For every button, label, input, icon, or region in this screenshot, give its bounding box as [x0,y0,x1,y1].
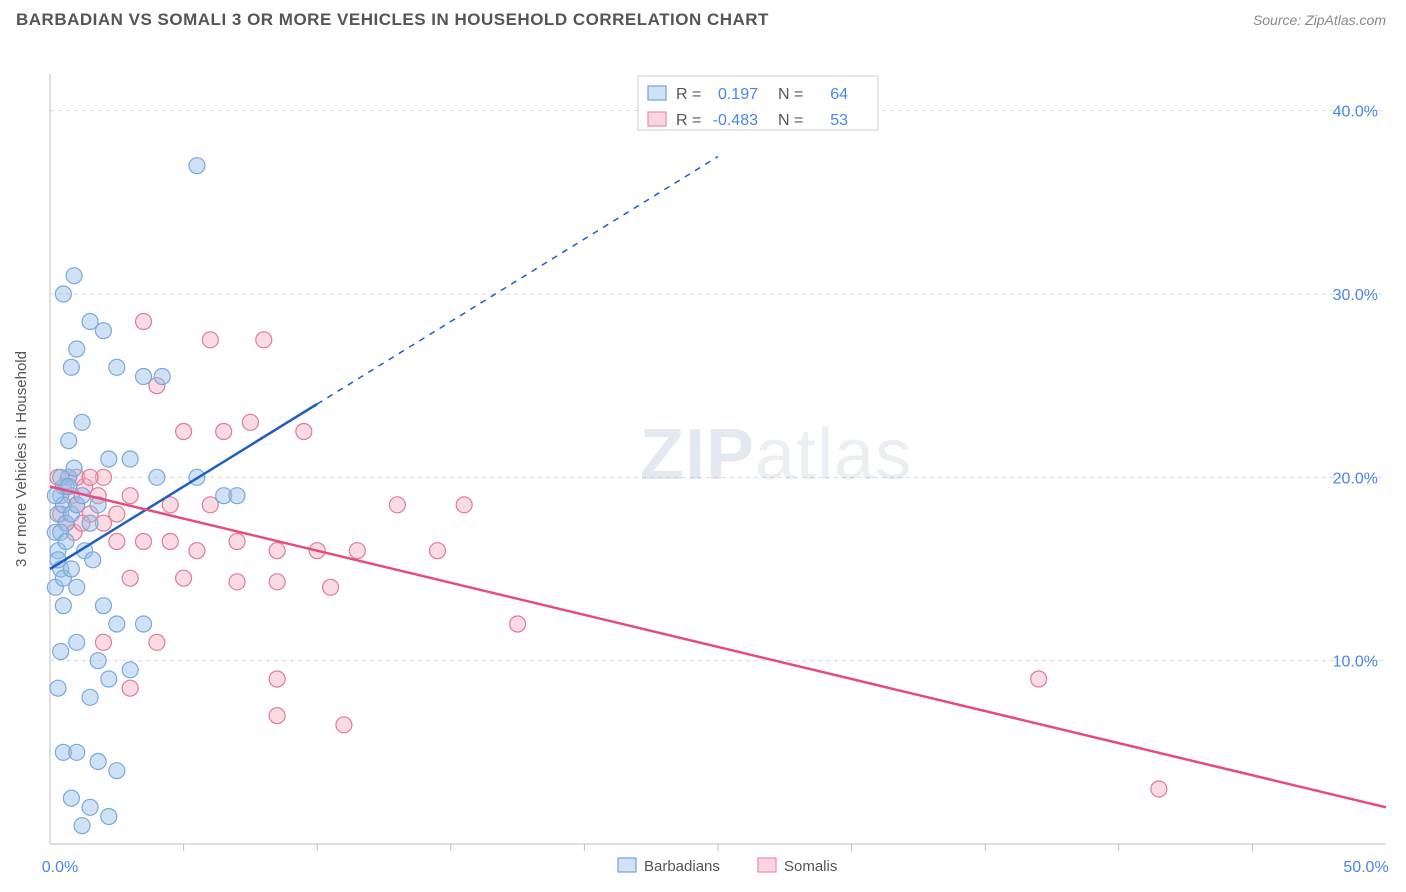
barbadian-point [122,451,138,467]
svg-text:0.197: 0.197 [718,86,758,103]
somali-point [176,424,192,440]
somali-point [389,497,405,513]
somali-point [269,574,285,590]
svg-text:R =: R = [676,86,701,103]
svg-text:0.0%: 0.0% [42,859,78,876]
barbadian-point [63,790,79,806]
svg-text:N =: N = [778,86,803,103]
somali-point [323,579,339,595]
barbadian-point [66,268,82,284]
svg-text:30.0%: 30.0% [1333,287,1378,304]
somali-point [1031,671,1047,687]
barbadian-point [229,488,245,504]
svg-text:53: 53 [830,112,848,129]
somali-point [189,543,205,559]
chart-title: BARBADIAN VS SOMALI 3 OR MORE VEHICLES I… [16,10,769,30]
barbadian-point [63,561,79,577]
barbadian-point [109,616,125,632]
barbadian-point [58,534,74,550]
somali-point [136,314,152,330]
barbadian-point [95,323,111,339]
svg-text:64: 64 [830,86,848,103]
svg-text:10.0%: 10.0% [1333,654,1378,671]
somali-point [122,488,138,504]
somali-point [269,543,285,559]
svg-text:20.0%: 20.0% [1333,470,1378,487]
somali-point [95,634,111,650]
barbadian-point [61,433,77,449]
somali-point [176,570,192,586]
somali-point [269,708,285,724]
barbadian-point [101,671,117,687]
somali-point [109,534,125,550]
barbadian-point [82,689,98,705]
somali-point [122,570,138,586]
barbadian-point [66,460,82,476]
somali-point [349,543,365,559]
somali-point [429,543,445,559]
barbadian-point [90,754,106,770]
barbadian-point [85,552,101,568]
somali-point [136,534,152,550]
svg-text:Barbadians: Barbadians [644,858,720,875]
somali-point [336,717,352,733]
chart-container: 10.0% 20.0% 30.0% 40.0% 0.0% 50.0% 3 or more V… [0,34,1406,884]
somali-point [1151,781,1167,797]
svg-text:40.0%: 40.0% [1333,104,1378,121]
barbadian-point [74,818,90,834]
svg-text:N =: N = [778,112,803,129]
barbadian-point [90,653,106,669]
barbadian-point [69,744,85,760]
legend-swatch-barbadians [618,858,636,872]
legend-swatch-somalis [758,858,776,872]
barbadian-point [109,763,125,779]
svg-text:3 or more Vehicles in Househol: 3 or more Vehicles in Household [13,351,30,567]
barbadian-point [136,369,152,385]
barbadian-point [55,598,71,614]
somali-point [122,680,138,696]
somali-trend-line [50,487,1386,808]
barbadian-point [122,662,138,678]
barbadian-point [101,451,117,467]
barbadian-point [69,579,85,595]
somali-point [109,506,125,522]
barbadian-point [154,369,170,385]
scatter-chart: 10.0% 20.0% 30.0% 40.0% 0.0% 50.0% 3 or more V… [0,34,1406,884]
somali-point [202,332,218,348]
barbadian-point [95,598,111,614]
svg-text:Somalis: Somalis [784,858,837,875]
barbadian-point [74,414,90,430]
somali-point [162,534,178,550]
somali-point [269,671,285,687]
somali-point [256,332,272,348]
barbadian-point [69,634,85,650]
barbadian-point [136,616,152,632]
barbadian-point [82,515,98,531]
barbadian-point [189,158,205,174]
somali-point [242,414,258,430]
somali-point [229,534,245,550]
source-credit: Source: ZipAtlas.com [1253,12,1386,28]
barbadian-point [69,341,85,357]
somali-point [216,424,232,440]
somali-point [296,424,312,440]
barbadian-point [53,644,69,660]
somali-point [456,497,472,513]
barbadian-point [101,809,117,825]
barbadian-trend-extrapolation [317,157,718,405]
barbadian-point [50,680,66,696]
svg-text:50.0%: 50.0% [1343,859,1388,876]
barbadian-point [55,286,71,302]
somali-point [82,469,98,485]
somali-point [510,616,526,632]
somali-point [229,574,245,590]
barbadian-point [82,799,98,815]
barbadian-point [149,469,165,485]
svg-text:-0.483: -0.483 [713,112,758,129]
barbadian-point [109,359,125,375]
somali-point [149,634,165,650]
svg-text:R =: R = [676,112,701,129]
barbadian-point [63,359,79,375]
